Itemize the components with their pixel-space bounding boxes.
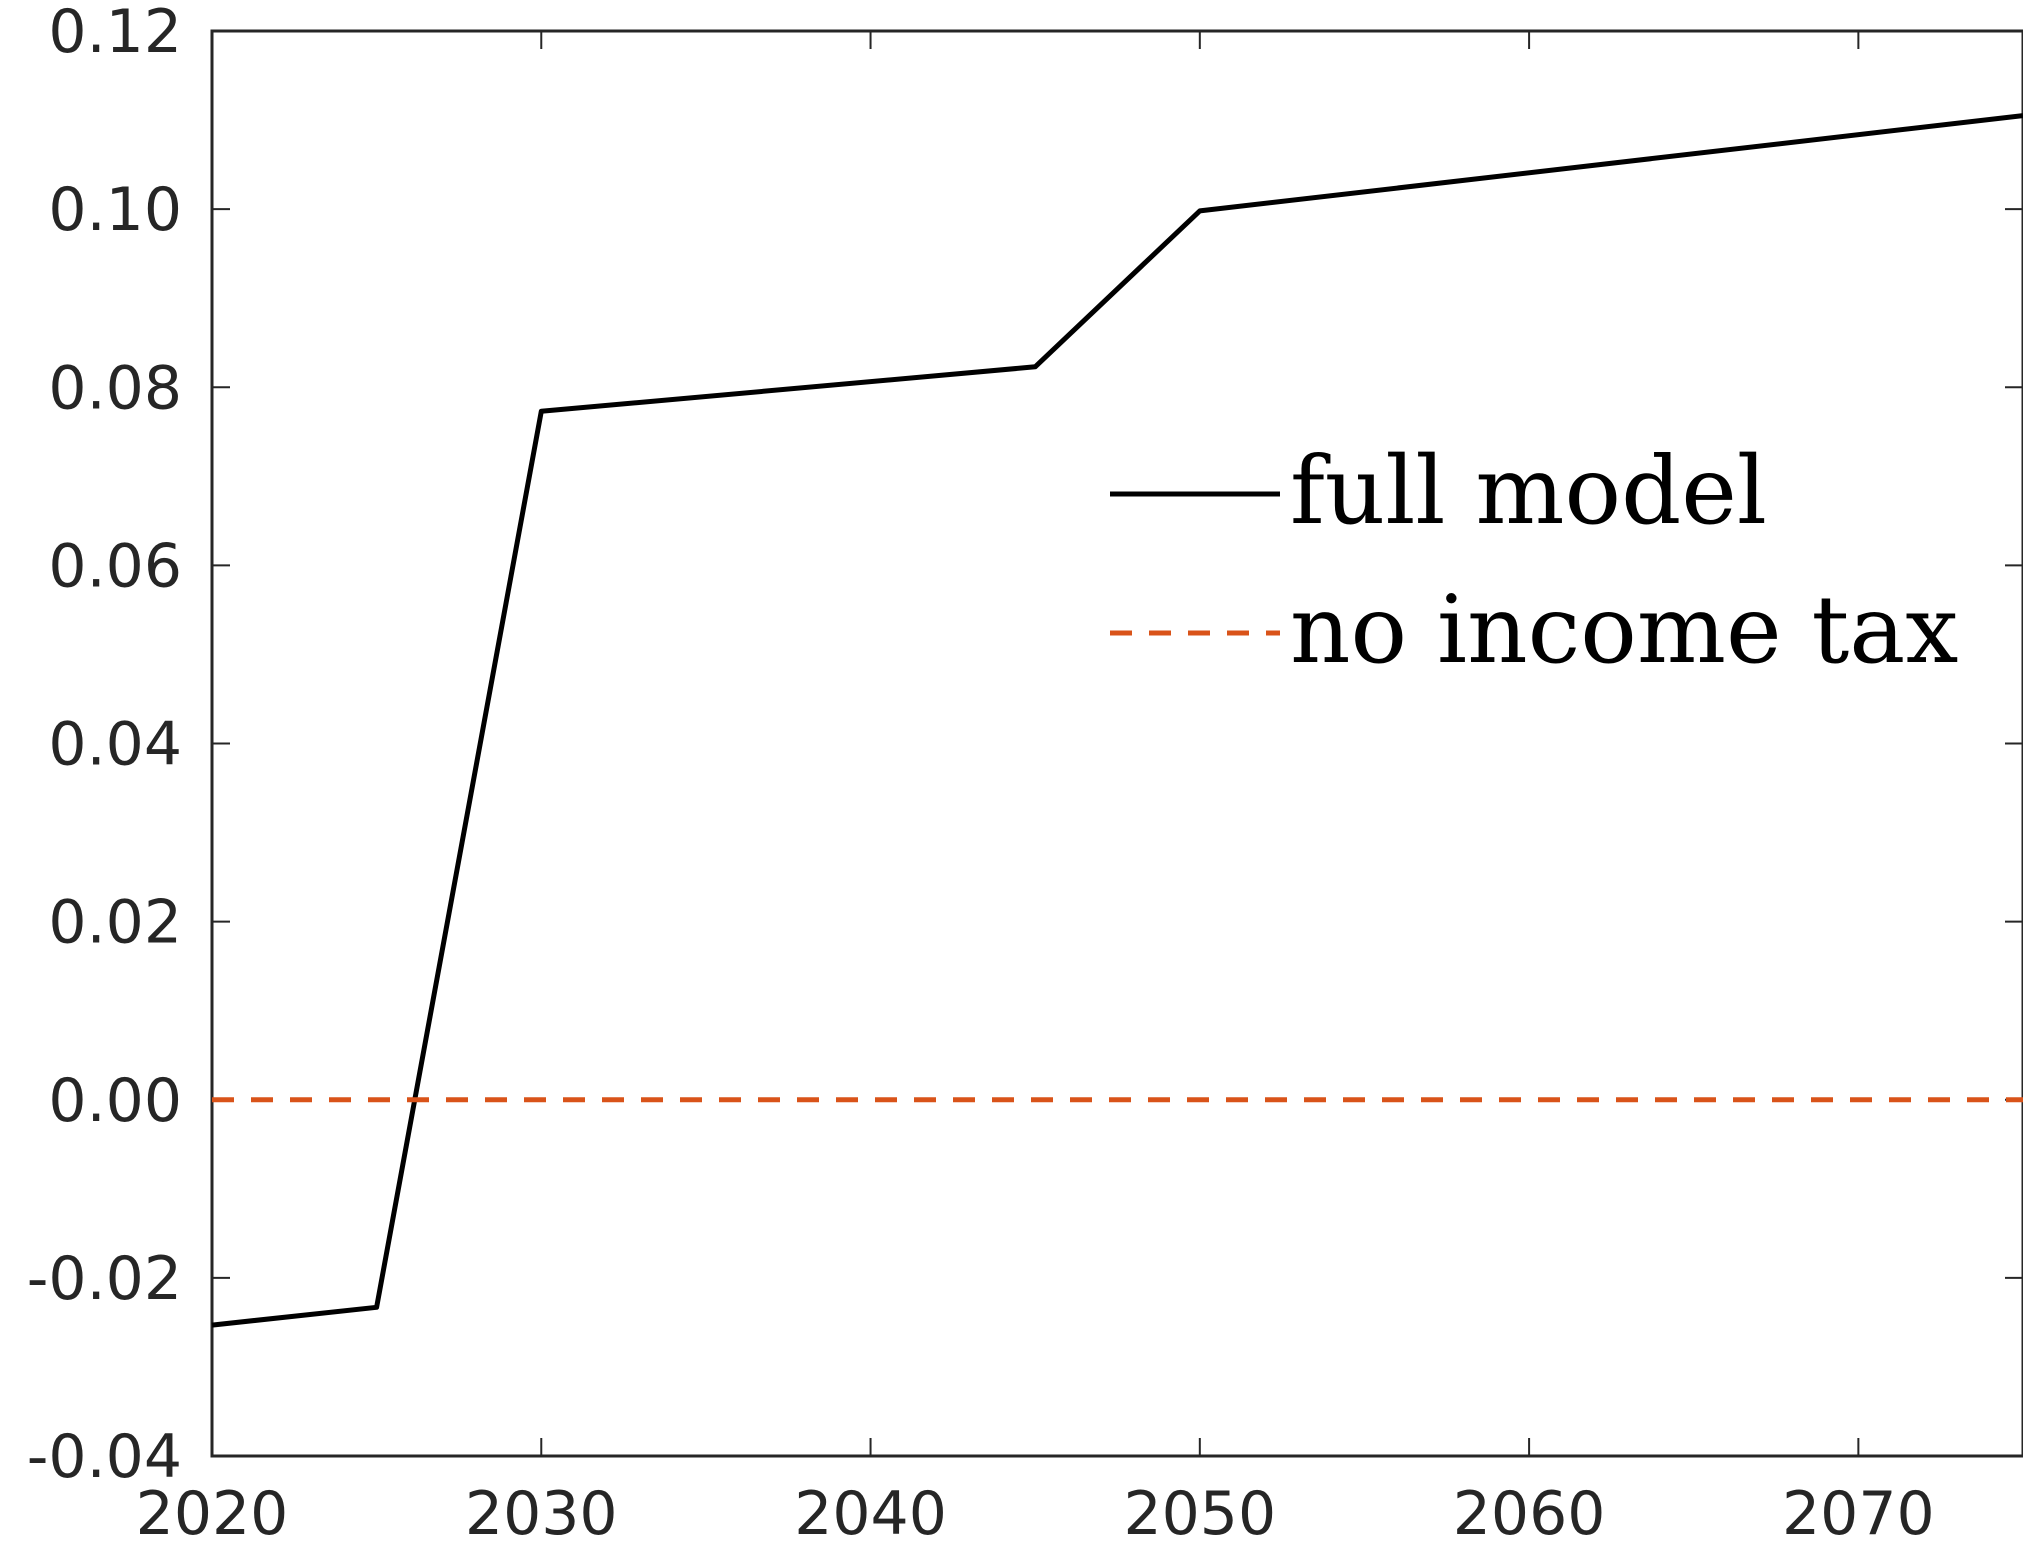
plot-area	[210, 29, 2023, 1458]
y-tick-label: 0.12	[48, 0, 182, 67]
y-tick-label: 0.10	[48, 175, 182, 245]
x-tick-label: 2040	[794, 1479, 947, 1549]
legend-label-no-income-tax: no income tax	[1290, 576, 1958, 685]
x-tick-label: 2030	[465, 1479, 618, 1549]
x-tick-label: 2020	[136, 1479, 289, 1549]
x-tick-label: 2050	[1123, 1479, 1276, 1549]
x-axis-ticks	[211, 31, 1860, 1456]
plot-frame	[210, 29, 2023, 1458]
series-lines	[211, 113, 2023, 1328]
y-tick-label: -0.02	[27, 1244, 182, 1314]
y-tick-label: 0.02	[48, 888, 182, 958]
x-tick-label: 2070	[1782, 1479, 1935, 1549]
y-tick-label: -0.04	[27, 1422, 182, 1492]
legend: full model no income tax	[1110, 437, 1958, 685]
x-tick-label: 2060	[1453, 1479, 1606, 1549]
series-line-full-model	[211, 113, 2023, 1328]
legend-label-full-model: full model	[1290, 437, 1767, 546]
x-axis-tick-labels: 2020 2030 2040 2050 2060 2070	[136, 1479, 1935, 1549]
y-axis-tick-labels: -0.04 -0.02 0.00 0.02 0.04 0.06 0.08 0.10 0.12	[27, 0, 182, 1492]
y-tick-label: 0.06	[48, 531, 182, 601]
y-tick-label: 0.00	[48, 1066, 182, 1136]
y-tick-label: 0.08	[48, 353, 182, 423]
y-tick-label: 0.04	[48, 710, 182, 780]
